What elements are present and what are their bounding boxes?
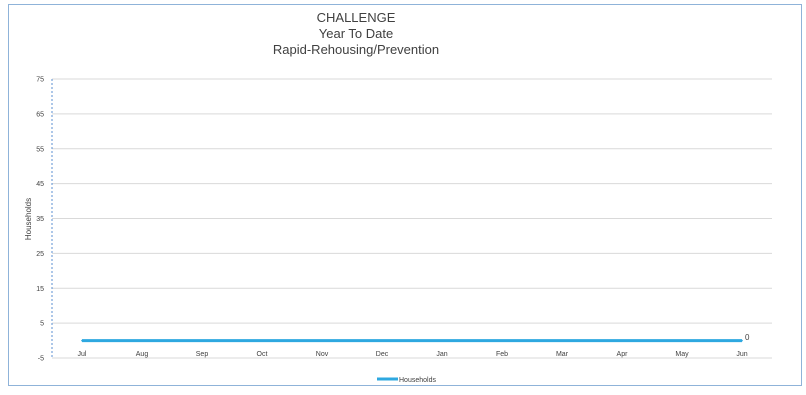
data-point <box>381 339 383 342</box>
legend-label-households: Households <box>399 377 436 384</box>
data-point <box>501 339 503 342</box>
x-tick-label: Jan <box>436 351 447 358</box>
x-tick-label: Nov <box>316 351 329 358</box>
chart-title-line-1: CHALLENGE <box>316 10 396 25</box>
data-point <box>741 339 743 342</box>
y-tick-label: 15 <box>36 286 44 293</box>
y-tick-label: 65 <box>36 111 44 118</box>
x-tick-label: Dec <box>376 351 389 358</box>
y-tick-label: 75 <box>36 77 44 84</box>
x-tick-label: Feb <box>496 351 508 358</box>
x-tick-label: Sep <box>196 351 209 358</box>
data-label: 0 <box>745 333 750 342</box>
y-tick-label: 25 <box>36 251 44 258</box>
data-point <box>261 339 263 342</box>
y-tick-label: 35 <box>36 216 44 223</box>
chart-title-line-2: Year To Date <box>318 26 394 41</box>
data-point <box>441 339 443 342</box>
data-point <box>141 339 143 342</box>
data-point <box>321 339 323 342</box>
data-point <box>561 339 563 342</box>
y-tick-label: 5 <box>40 321 44 328</box>
x-tick-label: May <box>675 351 689 358</box>
y-tick-label: 55 <box>36 146 44 153</box>
y-axis-title: Households <box>24 198 33 240</box>
x-tick-label: Apr <box>617 351 629 358</box>
data-point <box>81 339 83 342</box>
x-tick-label: Aug <box>136 351 149 358</box>
x-tick-label: Oct <box>257 351 268 358</box>
x-tick-label: Jul <box>78 351 87 358</box>
chart-frame <box>8 4 802 386</box>
x-tick-label: Mar <box>556 351 569 358</box>
data-point <box>681 339 683 342</box>
x-tick-label: Jun <box>736 351 747 358</box>
data-point <box>621 339 623 342</box>
y-tick-label: -5 <box>38 356 44 363</box>
y-tick-label: 45 <box>36 181 44 188</box>
chart-title-line-3: Rapid-Rehousing/Prevention <box>272 42 440 57</box>
data-point <box>201 339 203 342</box>
